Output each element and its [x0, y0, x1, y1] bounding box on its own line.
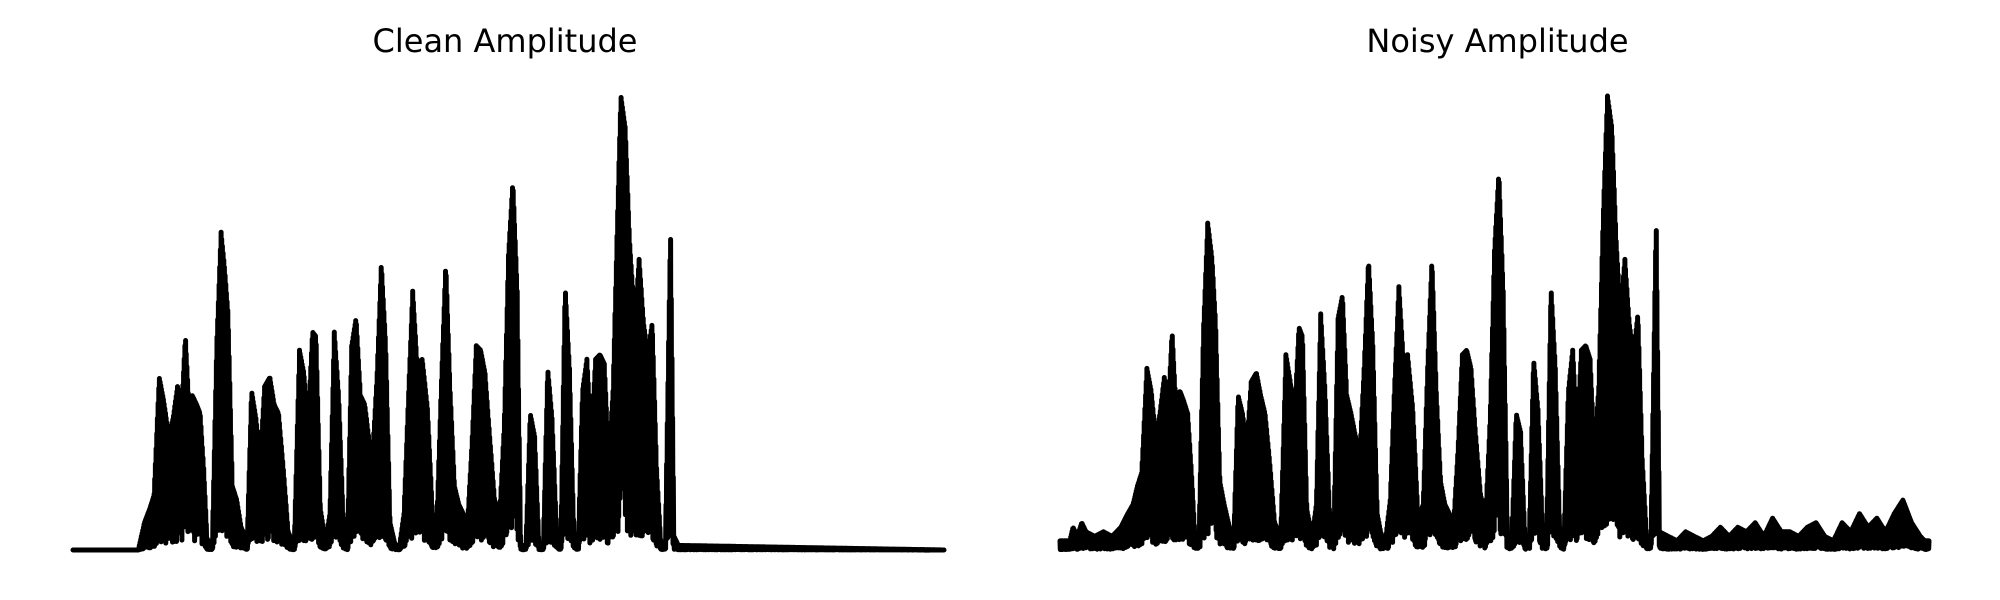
noisy-amplitude-line	[1057, 93, 1932, 552]
noisy-amplitude-plot	[1057, 93, 1932, 552]
clean-amplitude-panel: Clean Amplitude	[70, 22, 947, 553]
clean-amplitude-line	[70, 95, 947, 553]
clean-amplitude-plot	[70, 95, 947, 553]
clean-amplitude-title: Clean Amplitude	[372, 22, 638, 60]
noisy-amplitude-panel: Noisy Amplitude	[995, 0, 2000, 600]
noisy-amplitude-title: Noisy Amplitude	[1366, 22, 1629, 60]
